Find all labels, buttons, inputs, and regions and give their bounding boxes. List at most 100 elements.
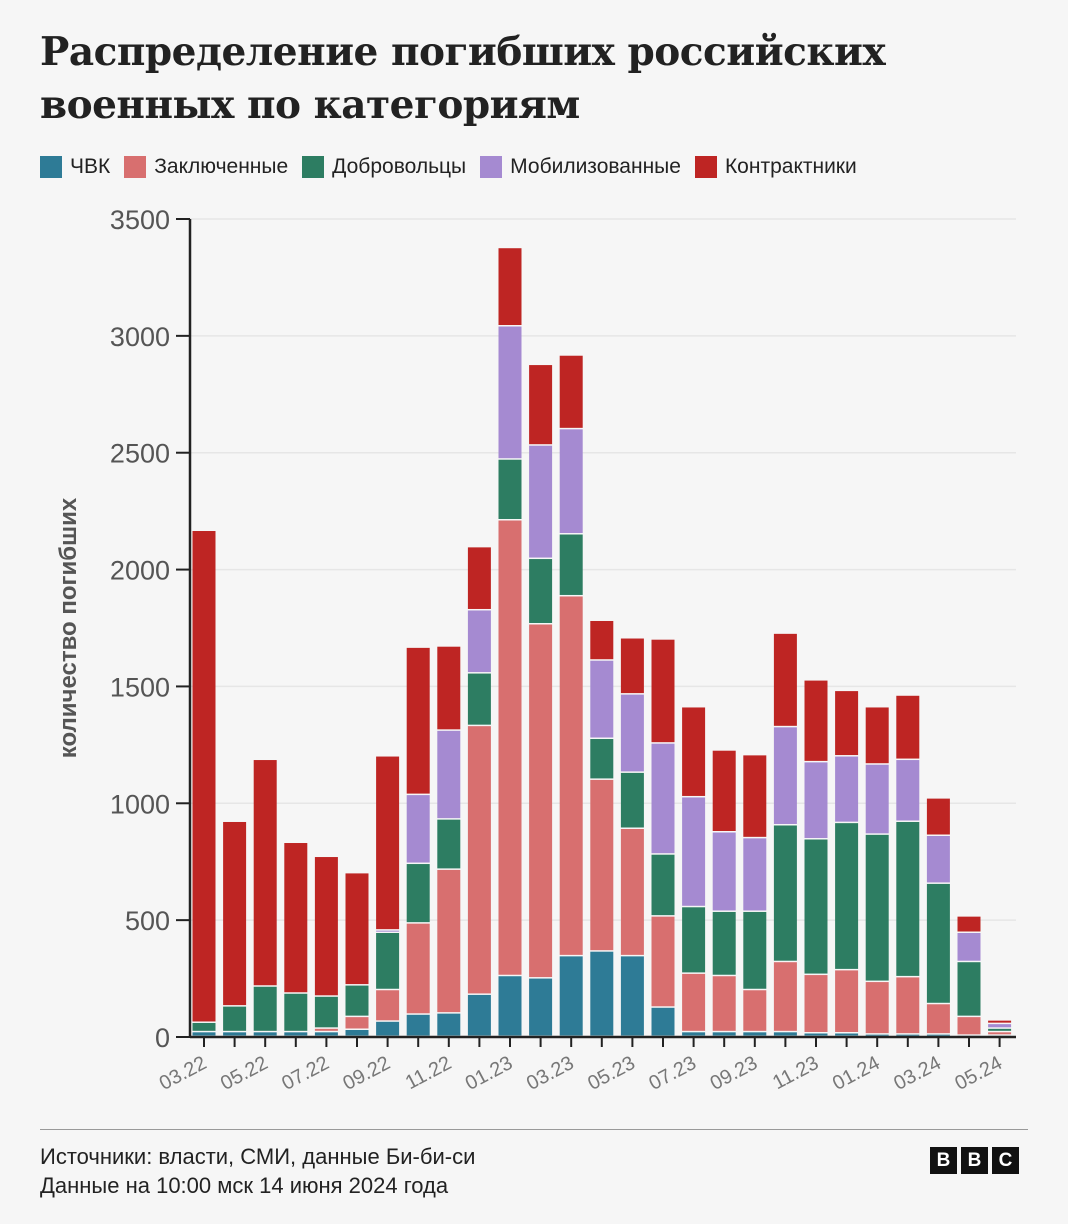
- y-tick-label: 2000: [110, 556, 170, 586]
- bar-segment: [467, 994, 491, 1036]
- bar-segment: [559, 355, 583, 428]
- bar-segment: [590, 951, 614, 1036]
- bar-segment: [682, 973, 706, 1031]
- bar-segment: [865, 834, 889, 981]
- bar-segment: [712, 911, 736, 975]
- legend-label: Контрактники: [724, 155, 857, 178]
- y-tick-label: 0: [155, 1023, 170, 1053]
- bar-segment: [620, 956, 644, 1036]
- x-tick-label: 11.22: [402, 1052, 455, 1094]
- bar-segment: [498, 326, 522, 459]
- x-tick-label: 05.23: [584, 1052, 639, 1095]
- bar-segment: [620, 694, 644, 772]
- bar-segment: [896, 1034, 920, 1036]
- bar-segment: [467, 726, 491, 994]
- bar-segment: [712, 1032, 736, 1036]
- bar-segment: [590, 739, 614, 779]
- bar-segment: [712, 832, 736, 911]
- bar-segment: [773, 633, 797, 726]
- bar-segment: [559, 596, 583, 955]
- x-tick-label: 09.22: [339, 1052, 394, 1095]
- bar-segment: [682, 707, 706, 796]
- bar-segment: [926, 1034, 950, 1036]
- bar-segment: [773, 825, 797, 961]
- bar-segment: [896, 977, 920, 1034]
- data-date-text: Данные на 10:00 мск 14 июня 2024 года: [40, 1173, 449, 1198]
- bar-segment: [988, 1024, 1012, 1028]
- bar-segment: [590, 620, 614, 660]
- x-tick-label: 07.22: [278, 1052, 333, 1095]
- bar-segment: [406, 864, 430, 923]
- y-tick-label: 2500: [110, 439, 170, 469]
- bar-segment: [804, 762, 828, 839]
- bar-segment: [651, 916, 675, 1007]
- x-tick-label: 01.24: [829, 1052, 884, 1095]
- legend-label: Мобилизованные: [510, 155, 681, 178]
- logo-letter: B: [961, 1147, 988, 1174]
- bar-segment: [406, 647, 430, 794]
- bar-segment: [376, 990, 400, 1021]
- bar-segment: [896, 760, 920, 821]
- bar-segment: [284, 1032, 308, 1036]
- bar-segment: [988, 1020, 1012, 1023]
- bar-segment: [835, 691, 859, 756]
- bar-segment: [988, 1028, 1012, 1031]
- bar-segment: [559, 534, 583, 595]
- legend-item: Заключенные: [124, 155, 288, 179]
- bar-segment: [529, 624, 553, 978]
- bar-segment: [773, 727, 797, 824]
- bar-segment: [835, 1033, 859, 1036]
- bar-segment: [467, 673, 491, 725]
- bar-segment: [773, 962, 797, 1031]
- bar-segment: [406, 923, 430, 1014]
- legend-item: Контрактники: [694, 155, 857, 179]
- bar-segment: [804, 1033, 828, 1036]
- bar-segment: [804, 680, 828, 761]
- bar-segment: [345, 1029, 369, 1036]
- y-tick-label: 1500: [110, 672, 170, 702]
- bar-segment: [345, 1017, 369, 1029]
- legend-item: Добровольцы: [302, 155, 466, 179]
- bar-segment: [284, 993, 308, 1031]
- bar-segment: [865, 764, 889, 834]
- bar-segment: [682, 1032, 706, 1036]
- x-tick-label: 11.23: [769, 1052, 822, 1094]
- bar-segment: [437, 1013, 461, 1036]
- bar-segment: [376, 756, 400, 930]
- bar-segment: [467, 610, 491, 673]
- bar-segment: [498, 520, 522, 975]
- legend-label: Добровольцы: [332, 155, 467, 178]
- legend-label: ЧВК: [70, 155, 111, 178]
- bar-segment: [957, 1017, 981, 1035]
- bar-segment: [498, 459, 522, 519]
- y-tick-label: 3000: [110, 322, 170, 352]
- bar-segment: [192, 1032, 216, 1036]
- bar-segment: [467, 547, 491, 609]
- y-tick-label: 1000: [110, 789, 170, 819]
- bar-segment: [498, 248, 522, 326]
- bar-segment: [865, 707, 889, 764]
- x-tick-label: 05.24: [951, 1052, 1006, 1095]
- bar-segment: [926, 798, 950, 835]
- y-tick-label: 500: [125, 906, 170, 936]
- bar-segment: [773, 1032, 797, 1036]
- bar-segment: [314, 857, 338, 996]
- x-tick-label: 03.24: [890, 1052, 945, 1095]
- bar-segment: [406, 1014, 430, 1036]
- logo-letter: C: [992, 1147, 1019, 1174]
- bar-segment: [743, 838, 767, 911]
- bar-segment: [498, 976, 522, 1036]
- bar-segment: [559, 429, 583, 534]
- bar-segment: [253, 986, 277, 1031]
- bar-segment: [896, 821, 920, 976]
- bar-segment: [376, 1021, 400, 1036]
- bar-segment: [835, 756, 859, 822]
- footer-divider: [40, 1129, 1028, 1130]
- bar-segment: [345, 985, 369, 1016]
- x-tick-label: 07.23: [645, 1052, 700, 1095]
- bar-segment: [314, 1032, 338, 1036]
- y-tick-label: 3500: [110, 205, 170, 235]
- chart-title: Распределение погибших российских военны…: [40, 29, 886, 128]
- bar-segment: [437, 646, 461, 730]
